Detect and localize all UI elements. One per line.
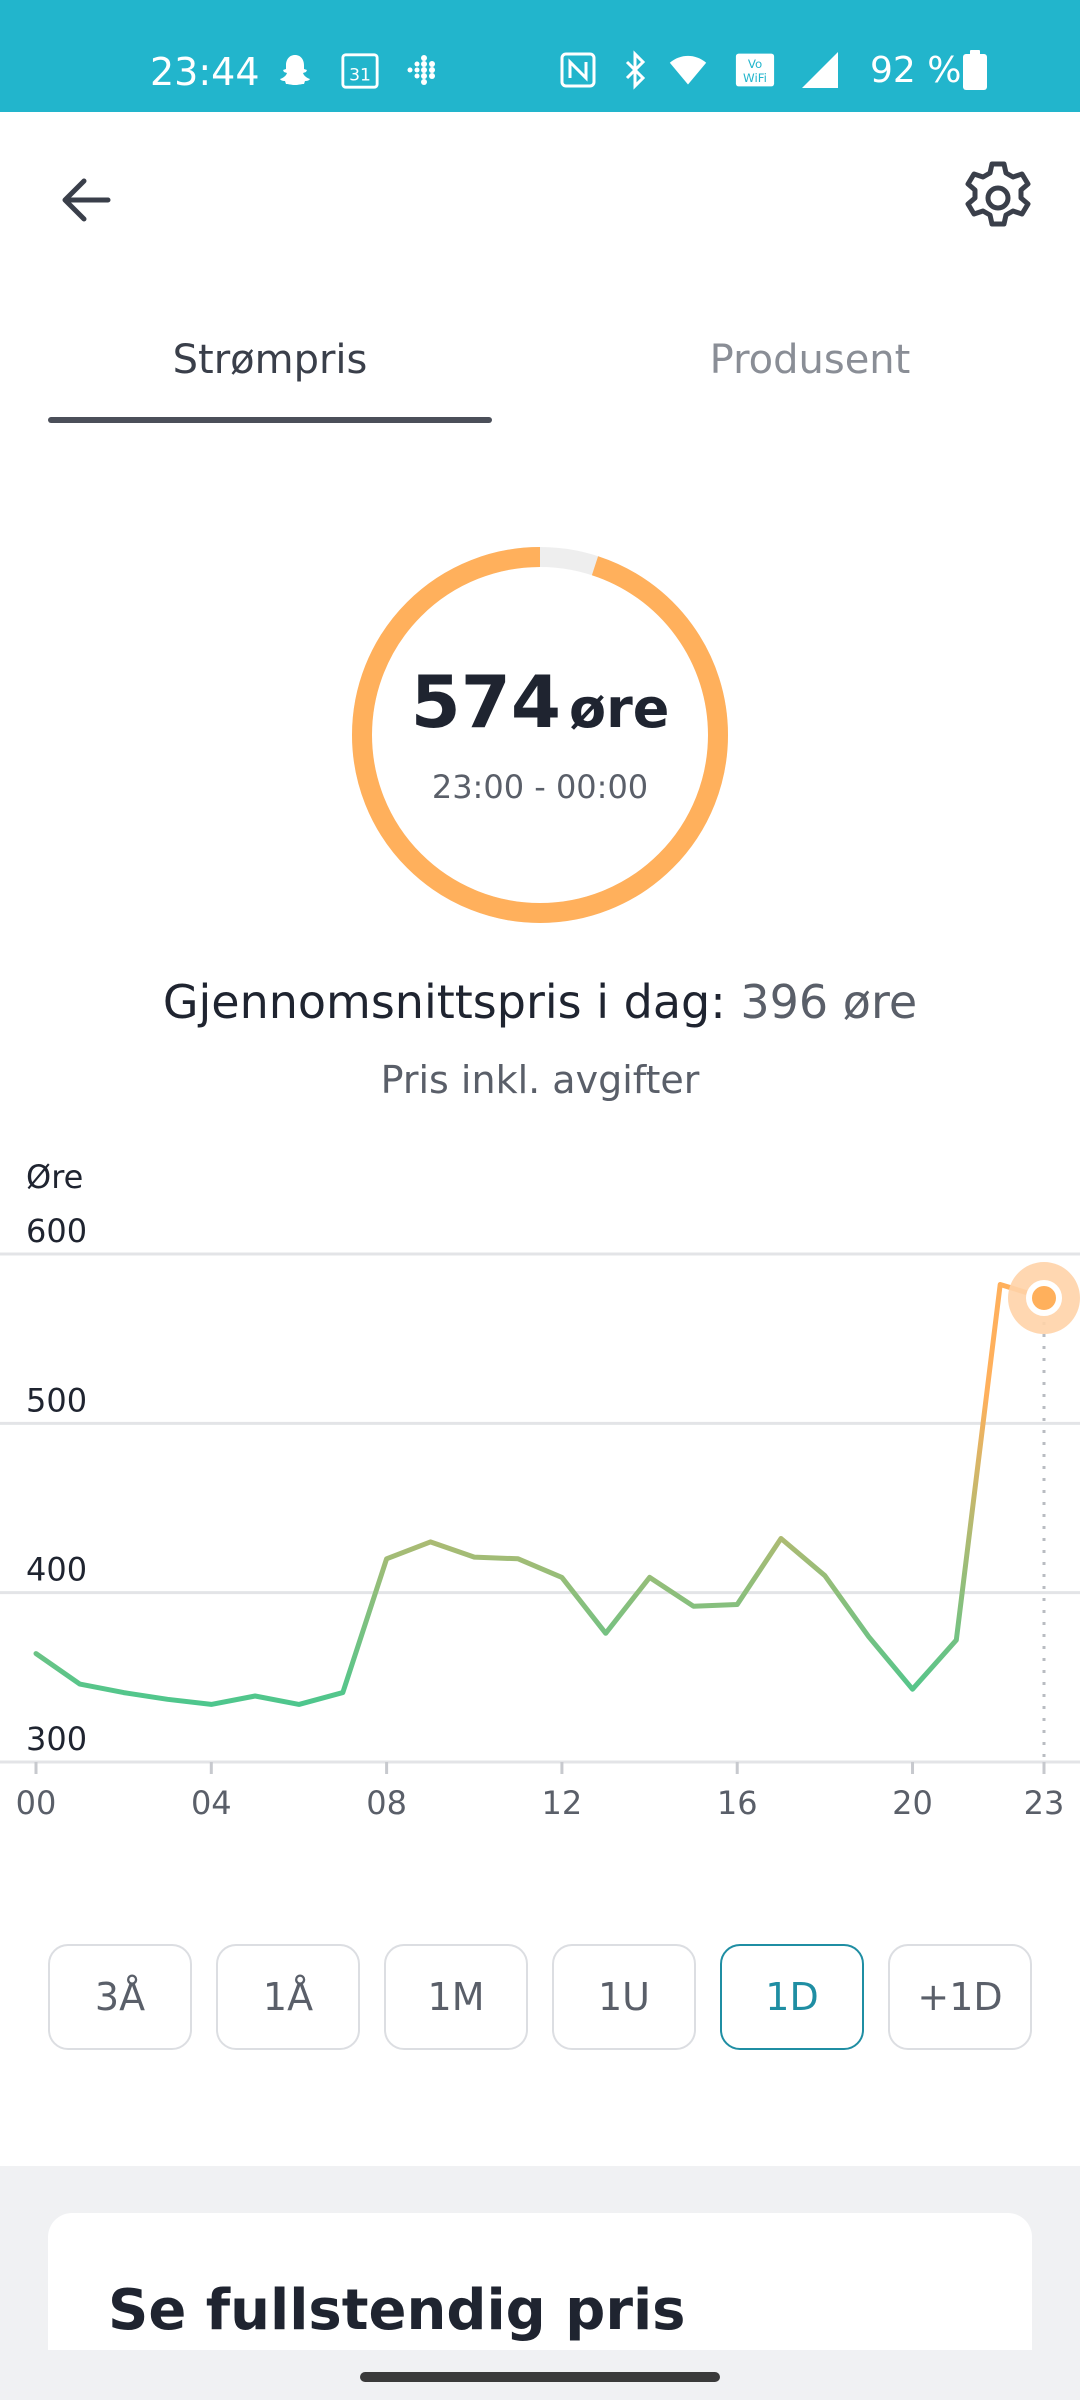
x-tick-label: 00: [16, 1784, 57, 1822]
range-next-day-button[interactable]: +1D: [888, 1944, 1032, 2050]
range-1w-button[interactable]: 1U: [552, 1944, 696, 2050]
vowifi-icon: Vo WiFi: [735, 50, 775, 90]
price-chart[interactable]: 600 500 400 300 00 04 08 12 16 20 23 Øre: [0, 1150, 1080, 1850]
x-tick-label: 16: [717, 1784, 758, 1822]
tab-strompris[interactable]: Strømpris: [172, 337, 368, 383]
status-bar: 23:44 31 Vo WiFi 92 %: [0, 0, 1080, 112]
range-1m-button[interactable]: 1M: [384, 1944, 528, 2050]
status-time: 23:44: [150, 50, 260, 94]
range-3y-button[interactable]: 3Å: [48, 1944, 192, 2050]
range-selector: 3Å 1Å 1M 1U 1D +1D: [48, 1944, 1032, 2052]
y-tick-label: 600: [26, 1212, 87, 1250]
gesture-handle[interactable]: [360, 2372, 720, 2382]
range-1y-button[interactable]: 1Å: [216, 1944, 360, 2050]
x-tick-label: 04: [191, 1784, 232, 1822]
back-button[interactable]: [40, 155, 130, 245]
y-tick-label: 300: [26, 1720, 87, 1758]
tab-bar: Strømpris Produsent: [0, 300, 1080, 430]
y-axis-label: Øre: [26, 1158, 83, 1196]
x-tick-label: 08: [366, 1784, 407, 1822]
svg-text:Vo: Vo: [748, 57, 762, 71]
svg-text:WiFi: WiFi: [743, 71, 767, 85]
y-tick-label: 500: [26, 1381, 87, 1419]
battery-icon: [955, 50, 995, 90]
bluetooth-icon: [615, 50, 655, 90]
average-price-value: 396 øre: [740, 975, 918, 1029]
snapchat-icon: [275, 50, 315, 90]
fitbit-icon: [402, 50, 442, 90]
nfc-icon: [558, 50, 598, 90]
gauge-arc: [352, 547, 728, 923]
price-note: Pris inkl. avgifter: [380, 1058, 700, 1102]
arrow-back-icon: [62, 178, 111, 222]
tab-indicator: [48, 417, 492, 423]
tab-produsent[interactable]: Produsent: [709, 337, 911, 383]
battery-percent: 92 %: [870, 50, 962, 91]
price-series-line: [33, 1282, 1047, 1707]
current-price-time: 23:00 - 00:00: [431, 768, 649, 806]
full-price-title: Se fullstendig pris: [108, 2278, 686, 2343]
gear-icon: [965, 161, 1030, 226]
x-tick-label: 12: [542, 1784, 583, 1822]
wifi-icon: [668, 50, 708, 90]
current-price-value: 574: [410, 660, 561, 744]
settings-button[interactable]: [950, 150, 1045, 245]
current-price-unit: øre: [568, 677, 670, 740]
current-price: 574 øre: [345, 660, 735, 744]
average-price-label: Gjennomsnittspris i dag:: [162, 975, 726, 1029]
x-tick-label: 20: [892, 1784, 933, 1822]
price-gauge: [352, 547, 728, 923]
signal-icon: [800, 50, 840, 90]
range-1d-button[interactable]: 1D: [720, 1944, 864, 2050]
x-tick-label: 23: [1024, 1784, 1065, 1822]
y-tick-label: 400: [26, 1551, 87, 1589]
calendar-icon: 31: [340, 50, 380, 90]
cursor-dot[interactable]: [1026, 1280, 1062, 1317]
average-price: Gjennomsnittspris i dag: 396 øre: [0, 975, 1080, 1029]
svg-text:31: 31: [349, 65, 371, 85]
